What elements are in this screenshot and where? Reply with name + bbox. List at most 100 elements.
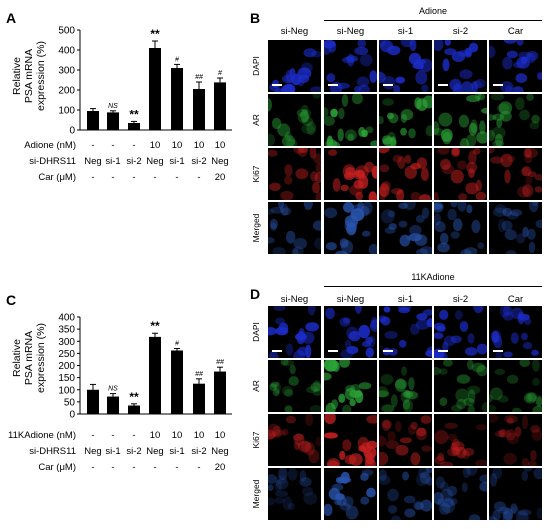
micrograph-tile-d [434, 306, 487, 358]
y-tick-label-c: 100 [58, 385, 75, 396]
column-header-d: Car [507, 294, 524, 305]
condition-value-a: - [153, 172, 157, 183]
scale-bar [328, 84, 338, 86]
bar-a [149, 48, 161, 130]
y-tick-label-c: 50 [64, 397, 76, 408]
micrograph-tile-d [489, 360, 542, 412]
micrograph-tile-d [489, 468, 542, 520]
bar-a [107, 112, 119, 130]
micrograph-tile-d [489, 306, 542, 358]
row-label-b: Merged [251, 213, 261, 243]
scale-bar [383, 84, 393, 86]
condition-value-c: 10 [171, 430, 183, 441]
micrograph-tile-b [434, 202, 487, 254]
bar-a [193, 89, 205, 130]
condition-value-c: 10 [214, 430, 226, 441]
column-header-b: si-Neg [280, 26, 309, 37]
micrograph-tile-d [434, 414, 487, 466]
condition-value-c: - [91, 462, 95, 473]
scale-bar [493, 84, 503, 86]
micrograph-tile-d [379, 468, 432, 520]
column-header-d: si-1 [397, 294, 414, 305]
condition-label-a: Adione (nM) [24, 140, 76, 151]
column-header-d: si-2 [452, 294, 469, 305]
y-tick-label-c: 200 [58, 361, 75, 372]
micrograph-tile-b [268, 40, 321, 92]
y-tick-label-c: 300 [58, 337, 75, 348]
bar-a [128, 123, 140, 130]
condition-value-a: Neg [211, 156, 229, 167]
condition-value-a: 10 [171, 140, 183, 151]
y-tick-label-a: 400 [58, 46, 75, 57]
micrograph-tile-d [324, 360, 377, 412]
condition-value-c: si-1 [169, 446, 185, 457]
scale-bar [438, 84, 448, 86]
micrograph-tile-d [324, 468, 377, 520]
micrograph-tile-d [434, 468, 487, 520]
significance-label-a: NS [108, 103, 118, 110]
condition-value-a: 10 [214, 140, 226, 151]
significance-label-a: # [175, 56, 179, 63]
micrograph-tile-b [324, 40, 377, 92]
condition-value-c: si-1 [105, 446, 121, 457]
condition-label-a: Car (μM) [38, 172, 76, 183]
column-header-b: si-2 [452, 26, 469, 37]
treatment-title-b: Adione [418, 6, 448, 16]
condition-label-a: si-DHRS11 [29, 156, 76, 167]
column-header-d: si-Neg [336, 294, 365, 305]
micrograph-tile-d [268, 306, 321, 358]
bar-c [107, 396, 119, 414]
condition-value-c: 10 [193, 430, 205, 441]
condition-value-a: Neg [84, 156, 102, 167]
micrograph-tile-b [434, 148, 487, 200]
micrograph-tile-b [324, 202, 377, 254]
condition-value-a: - [175, 172, 179, 183]
condition-value-c: - [91, 430, 95, 441]
condition-value-a: - [132, 172, 136, 183]
condition-value-a: 20 [214, 172, 226, 183]
micrograph-tile-d [379, 414, 432, 466]
micrograph-tile-b [268, 202, 321, 254]
column-header-b: si-1 [397, 26, 414, 37]
bar-a [87, 111, 99, 130]
micrograph-tile-b [489, 94, 542, 146]
treatment-title-d: 11KAdione [411, 272, 455, 282]
micrograph-tile-b [434, 40, 487, 92]
scale-bar [383, 350, 393, 352]
micrograph-tile-b [324, 94, 377, 146]
significance-label-c: ** [129, 390, 139, 404]
row-label-b: DAPI [251, 56, 261, 76]
row-label-d: AR [251, 380, 261, 392]
panel-label-d: D [250, 286, 261, 302]
column-header-b: si-Neg [336, 26, 365, 37]
condition-value-c: - [175, 462, 179, 473]
condition-value-c: si-2 [126, 446, 142, 457]
y-tick-label-a: 100 [58, 106, 75, 117]
condition-value-c: 10 [149, 430, 161, 441]
condition-label-c: Car (μM) [38, 462, 76, 473]
micrograph-tile-b [434, 94, 487, 146]
condition-value-c: Neg [84, 446, 102, 457]
micrograph-tile-d [434, 360, 487, 412]
panel-label-b: B [250, 10, 261, 26]
micrograph-tile-b [489, 148, 542, 200]
column-header-b: Car [507, 26, 524, 37]
micrograph-tile-d [379, 360, 432, 412]
micrograph-tile-d [379, 306, 432, 358]
condition-label-c: 11KAdione (nM) [8, 430, 76, 441]
condition-value-c: - [111, 430, 115, 441]
micrograph-tile-b [379, 202, 432, 254]
y-tick-label-a: 500 [58, 26, 75, 37]
bar-c [193, 383, 205, 414]
row-label-b: AR [251, 114, 261, 126]
condition-value-c: Neg [146, 446, 164, 457]
condition-value-a: si-1 [105, 156, 121, 167]
scale-bar [272, 350, 282, 352]
condition-value-c: - [132, 430, 136, 441]
condition-value-a: si-1 [169, 156, 185, 167]
bar-a [214, 82, 226, 130]
condition-value-c: - [197, 462, 201, 473]
significance-label-c: ** [150, 319, 160, 333]
significance-label-c: NS [108, 386, 118, 393]
